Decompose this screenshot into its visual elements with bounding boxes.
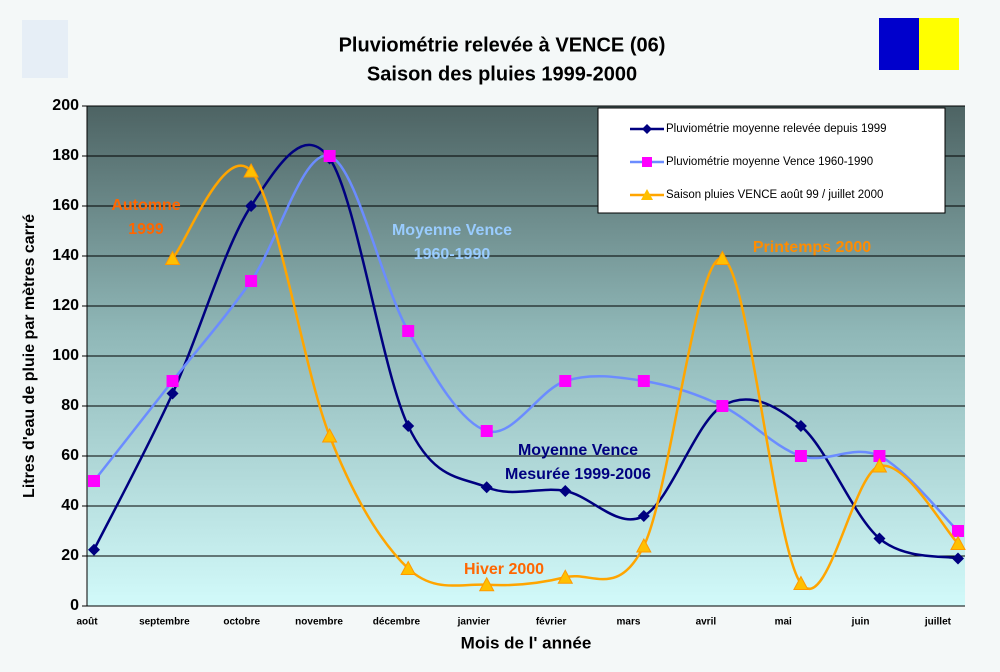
chart-title: Pluviométrie relevée à VENCE (06) bbox=[339, 34, 666, 56]
series-line bbox=[171, 164, 959, 590]
y-tick-label: 200 bbox=[52, 97, 79, 114]
y-tick-label: 140 bbox=[52, 247, 79, 264]
legend-marker bbox=[642, 124, 652, 134]
data-point bbox=[714, 250, 731, 265]
data-point bbox=[793, 575, 809, 590]
data-point bbox=[88, 543, 100, 556]
annotation: 1999 bbox=[128, 221, 164, 238]
annotation: Printemps 2000 bbox=[753, 239, 871, 256]
data-point bbox=[402, 325, 415, 337]
y-tick-label: 20 bbox=[61, 547, 79, 564]
data-point bbox=[873, 532, 886, 545]
y-tick-label: 100 bbox=[52, 347, 79, 364]
y-tick-label: 40 bbox=[61, 497, 79, 514]
legend-label: Pluviométrie moyenne Vence 1960-1990 bbox=[666, 156, 873, 168]
data-point bbox=[871, 457, 888, 473]
annotation: Automne bbox=[111, 197, 180, 214]
logo bbox=[22, 20, 68, 78]
legend-marker bbox=[641, 189, 653, 200]
data-point bbox=[402, 420, 415, 432]
x-tick-label: novembre bbox=[295, 617, 343, 628]
legend: Pluviométrie moyenne relevée depuis 1999… bbox=[597, 107, 946, 214]
x-tick-label: juillet bbox=[924, 617, 952, 628]
annotation: Moyenne Vence bbox=[518, 442, 638, 459]
data-point bbox=[323, 150, 336, 162]
annotation: 1960-1990 bbox=[414, 246, 491, 263]
data-point bbox=[245, 275, 258, 287]
flag-blue bbox=[879, 18, 919, 70]
y-tick-label: 160 bbox=[52, 197, 79, 214]
data-point bbox=[243, 162, 259, 178]
data-point bbox=[950, 535, 966, 550]
data-point bbox=[559, 485, 572, 497]
data-point bbox=[480, 481, 493, 494]
annotation: Hiver 2000 bbox=[464, 561, 544, 578]
data-point bbox=[559, 375, 572, 387]
x-tick-label: janvier bbox=[457, 617, 490, 628]
data-point bbox=[321, 427, 338, 443]
data-point bbox=[952, 525, 964, 537]
data-point bbox=[166, 387, 179, 400]
y-axis-title: Litres d'eau de pluie par mètres carré bbox=[21, 214, 38, 498]
data-point bbox=[557, 569, 574, 584]
x-tick-label: mai bbox=[775, 617, 792, 628]
y-tick-label: 60 bbox=[61, 447, 79, 464]
data-point bbox=[873, 450, 886, 462]
data-point bbox=[794, 450, 807, 462]
x-tick-label: septembre bbox=[139, 617, 190, 628]
data-point bbox=[637, 510, 650, 522]
data-point bbox=[400, 560, 417, 575]
x-tick-label: octobre bbox=[223, 617, 260, 628]
x-tick-label: mars bbox=[617, 617, 641, 628]
data-point bbox=[88, 475, 100, 487]
annotation: Mesurée 1999-2006 bbox=[505, 466, 651, 483]
x-tick-label: avril bbox=[696, 617, 717, 628]
x-tick-label: août bbox=[76, 617, 98, 628]
data-point bbox=[245, 200, 258, 212]
legend-label: Saison pluies VENCE août 99 / juillet 20… bbox=[666, 189, 883, 201]
data-point bbox=[480, 425, 493, 437]
y-tick-label: 120 bbox=[52, 297, 79, 314]
legend-marker bbox=[642, 157, 652, 167]
x-tick-label: février bbox=[536, 617, 567, 628]
data-point bbox=[478, 576, 495, 592]
annotation: Moyenne Vence bbox=[392, 222, 512, 239]
x-tick-label: juin bbox=[851, 617, 870, 628]
data-point bbox=[952, 552, 964, 565]
x-tick-label: décembre bbox=[373, 617, 421, 628]
data-point bbox=[637, 375, 650, 387]
y-tick-label: 180 bbox=[52, 147, 79, 164]
data-point bbox=[166, 375, 179, 387]
y-tick-label: 0 bbox=[70, 597, 79, 614]
data-point bbox=[794, 420, 807, 432]
y-tick-label: 80 bbox=[61, 397, 79, 414]
chart-subtitle: Saison des pluies 1999-2000 bbox=[367, 63, 637, 85]
data-point bbox=[164, 250, 181, 265]
data-point bbox=[716, 400, 729, 412]
legend-label: Pluviométrie moyenne relevée depuis 1999 bbox=[666, 123, 887, 135]
data-point bbox=[635, 537, 652, 553]
flag-yellow bbox=[919, 18, 959, 70]
x-axis-title: Mois de l' année bbox=[461, 633, 592, 652]
